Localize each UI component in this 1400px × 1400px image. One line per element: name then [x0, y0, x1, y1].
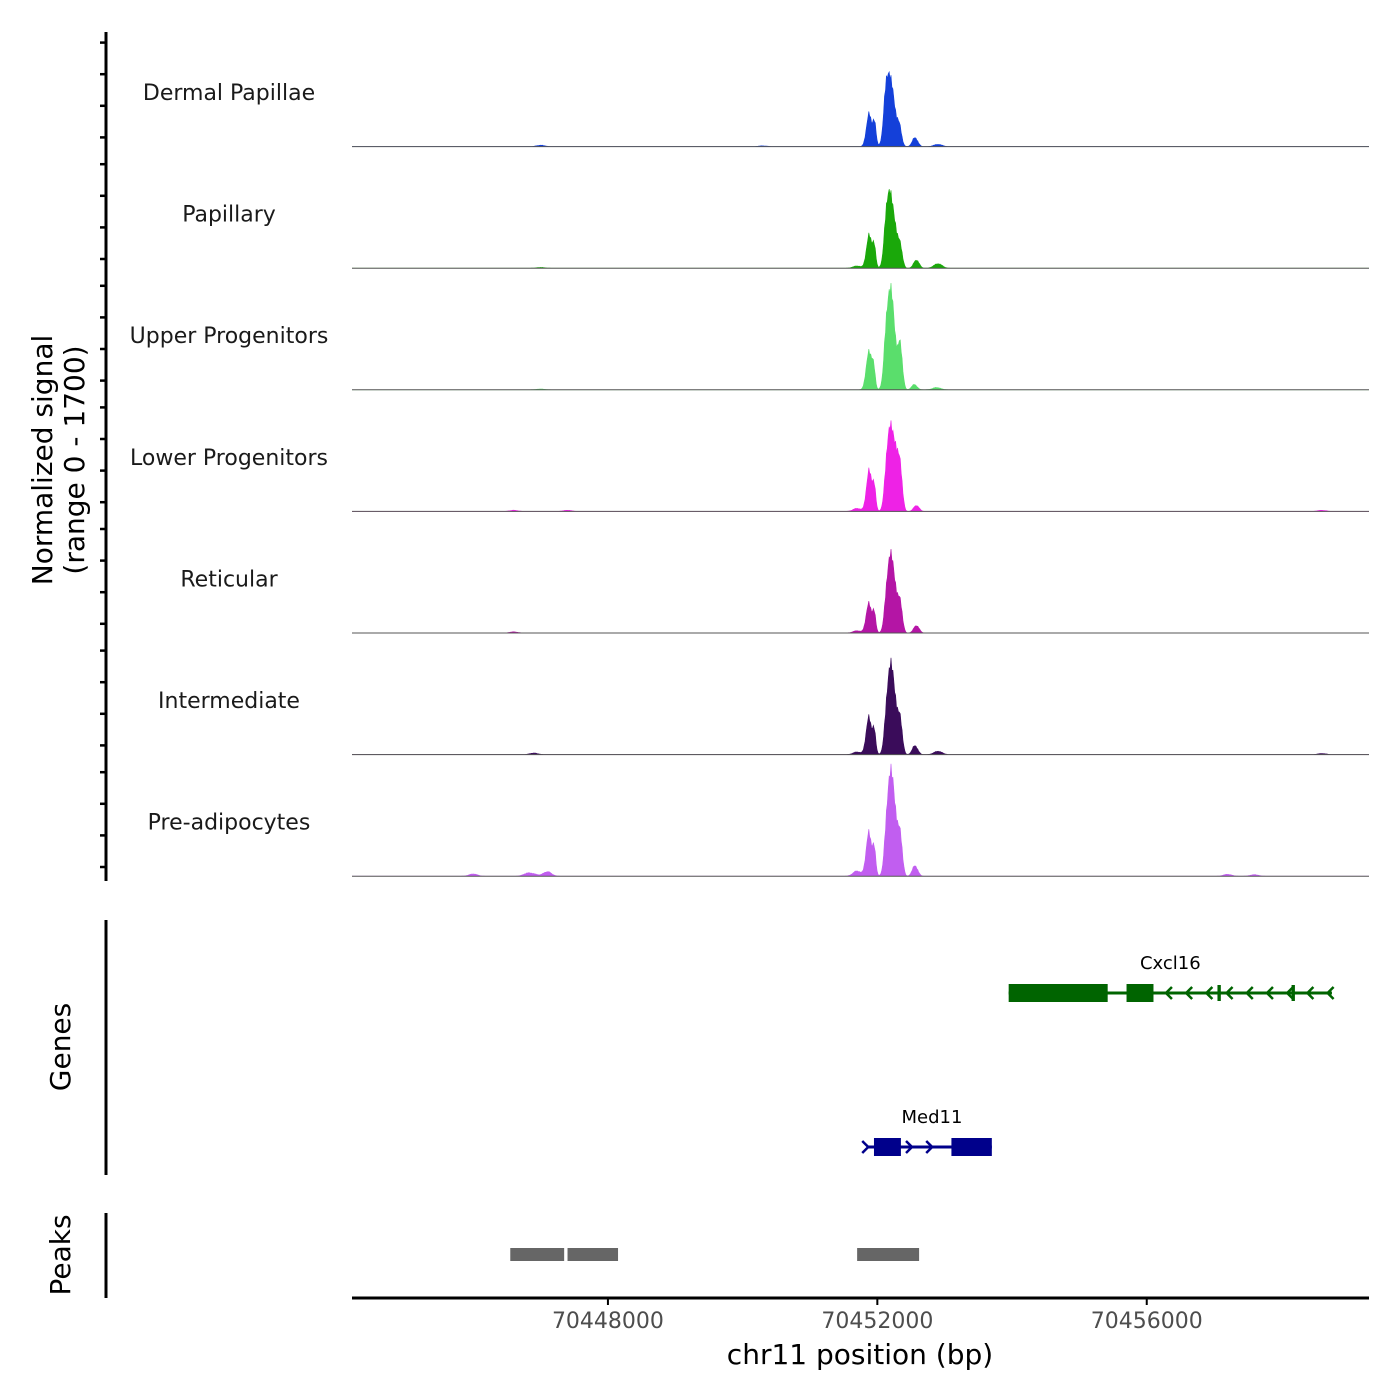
x-tick-label: 70456000 [1091, 1309, 1203, 1334]
strand-arrow [1184, 986, 1194, 1000]
signal-area [352, 548, 1369, 634]
strand-arrow [925, 1140, 934, 1154]
x-tick-label: 70452000 [821, 1309, 933, 1334]
gene-track: Cxcl16 Med11 [861, 953, 1335, 1156]
coverage-y-ticks [100, 41, 106, 869]
peaks-label: Peaks [44, 1214, 77, 1295]
gene-name: Cxcl16 [1140, 953, 1201, 974]
strand-arrow [1265, 986, 1274, 1000]
coverage-track-upper-progenitors: Upper Progenitors [130, 282, 1369, 391]
coverage-ylabel-line1: Normalized signal [26, 335, 59, 586]
gene-exon-thin [1291, 985, 1295, 1001]
strand-arrow [1204, 986, 1214, 1000]
signal-area [352, 282, 1369, 391]
gene-exon [951, 1138, 992, 1156]
strand-arrow [905, 1140, 914, 1154]
gene-name: Med11 [902, 1107, 963, 1128]
coverage-track-reticular: Reticular [180, 548, 1369, 634]
strand-arrow [1224, 986, 1234, 1000]
gene-med11: Med11 [861, 1107, 992, 1156]
signal-area [352, 420, 1369, 512]
track-label: Pre-adipocytes [148, 811, 311, 836]
signal-area [352, 188, 1369, 269]
peak-region [567, 1248, 619, 1261]
coverage-tracks: Dermal Papillae Papillary Upper Progenitor… [130, 70, 1369, 877]
coverage-track-dermal-papillae: Dermal Papillae [143, 70, 1369, 148]
strand-arrow [1285, 986, 1295, 1000]
gene-exon [1008, 984, 1108, 1002]
coverage-track-intermediate: Intermediate [158, 657, 1369, 756]
coverage-track-papillary: Papillary [182, 188, 1369, 269]
coverage-track-lower-progenitors: Lower Progenitors [130, 420, 1369, 512]
signal-area [352, 657, 1369, 755]
genes-label: Genes [44, 1003, 77, 1091]
strand-arrow [861, 1140, 871, 1154]
signal-area [352, 70, 1369, 147]
strand-arrow [1245, 986, 1254, 1000]
track-label: Intermediate [158, 689, 300, 714]
track-label: Reticular [180, 567, 278, 592]
gene-cxcl16: Cxcl16 [1008, 953, 1335, 1002]
x-ticks: 70448000 70452000 70456000 [552, 1298, 1203, 1334]
x-axis-label: chr11 position (bp) [727, 1338, 993, 1371]
x-tick-label: 70448000 [552, 1309, 664, 1334]
peak-track [510, 1248, 920, 1261]
track-label: Upper Progenitors [130, 324, 329, 349]
coverage-ylabel-line2: (range 0 - 1700) [58, 345, 91, 574]
peak-region [857, 1248, 920, 1261]
gene-exon [1126, 984, 1154, 1002]
track-label: Dermal Papillae [143, 81, 315, 106]
coverage-track-pre-adipocytes: Pre-adipocytes [148, 763, 1369, 877]
track-label: Papillary [182, 203, 276, 228]
gene-exon [873, 1138, 901, 1156]
track-label: Lower Progenitors [130, 446, 328, 471]
gene-exon-thin [1217, 985, 1221, 1001]
peak-region [510, 1248, 565, 1261]
signal-area [352, 763, 1369, 877]
strand-arrow [1164, 986, 1173, 1000]
strand-arrow [1325, 986, 1335, 1000]
strand-arrow [1305, 986, 1315, 1000]
